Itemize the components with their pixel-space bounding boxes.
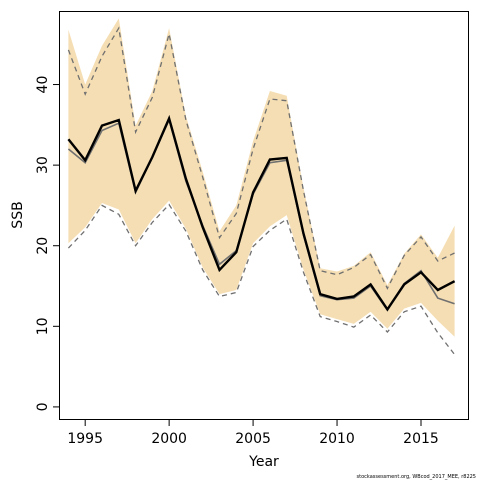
x-axis: 1995 2000 2005 2010 2015: [67, 419, 439, 447]
y-tick-label: 40: [35, 76, 51, 94]
x-tick-label: 1995: [67, 431, 103, 447]
y-tick-label: 20: [35, 237, 51, 255]
estimate-line: [67, 114, 456, 312]
y-tick-label: 30: [35, 156, 51, 174]
x-tick-label: 2010: [319, 431, 355, 447]
x-axis-title: Year: [248, 454, 279, 470]
x-tick-label: 2000: [151, 431, 187, 447]
upper-bound-line: [67, 26, 455, 290]
lower-bound-line: [67, 203, 456, 355]
y-tick-label: 0: [35, 402, 51, 411]
credit-text: stockassessment.org, WBcod_2017_MEE, r82…: [357, 474, 476, 480]
y-axis: 0 10 20 30 40: [35, 76, 60, 411]
x-tick-label: 2005: [235, 431, 271, 447]
series-layer: [67, 26, 456, 355]
y-axis-title: SSB: [10, 201, 26, 228]
y-tick-label: 10: [35, 317, 51, 335]
x-tick-label: 2015: [403, 431, 439, 447]
